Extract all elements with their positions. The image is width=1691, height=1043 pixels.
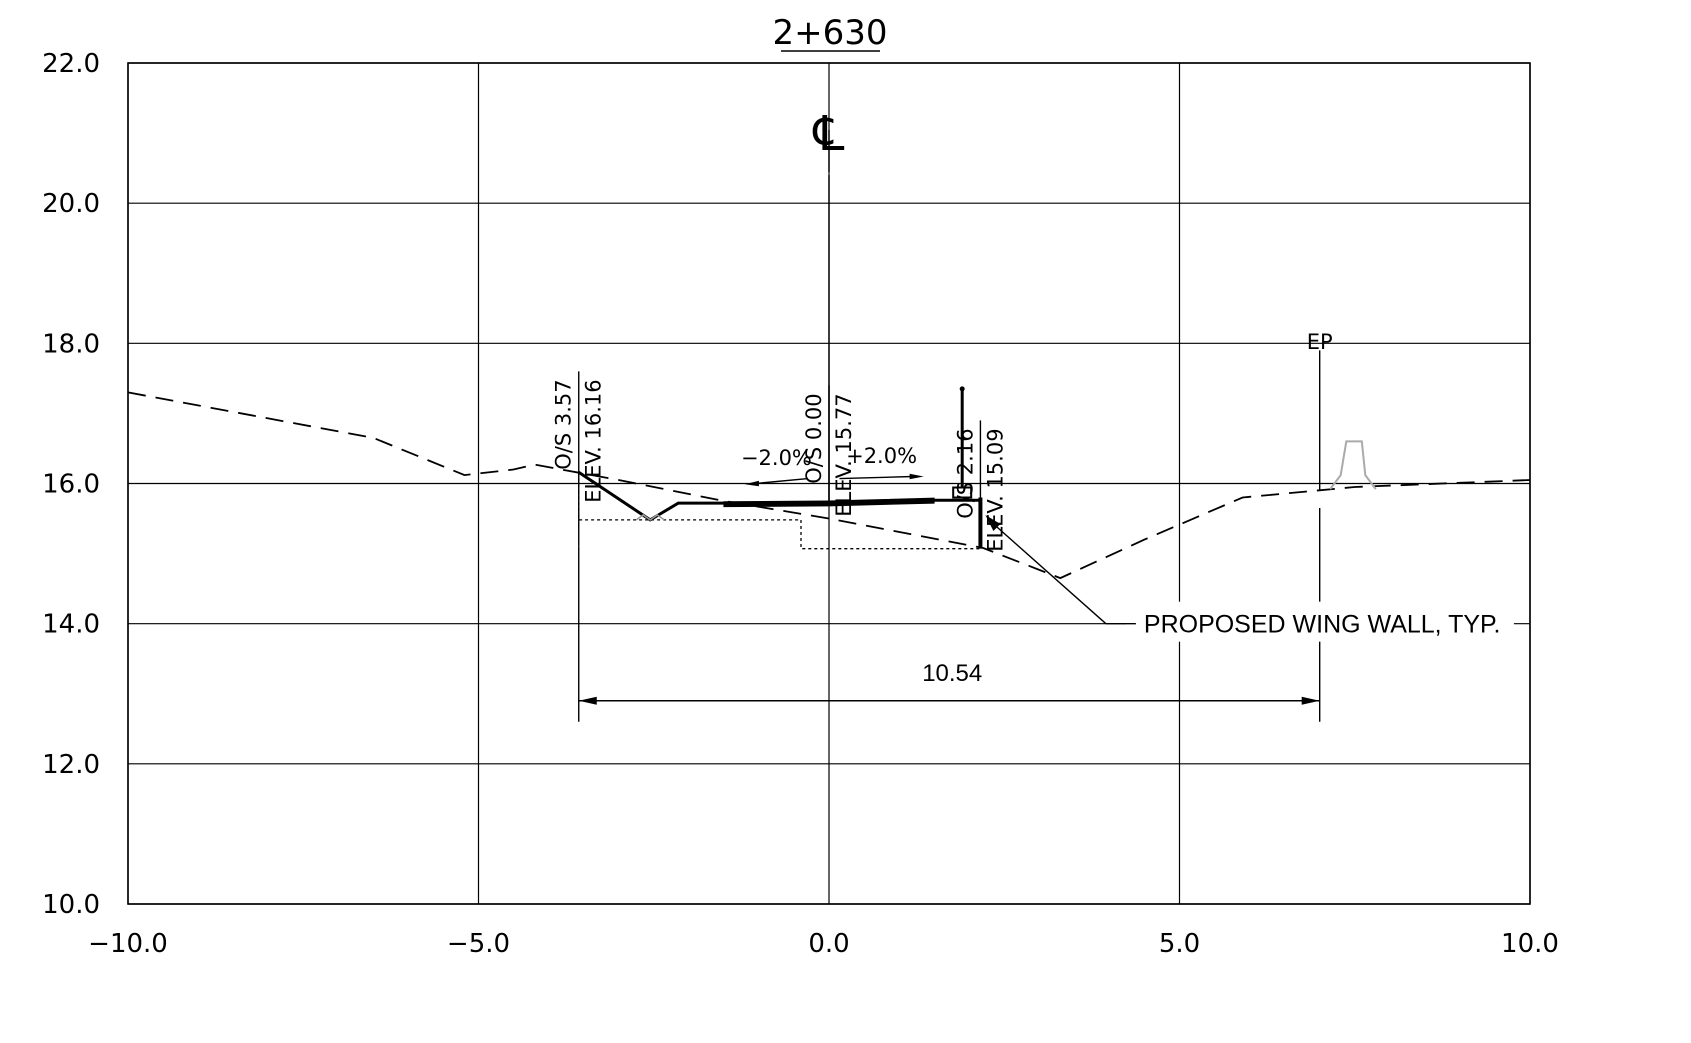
y-tick-label: 10.0	[42, 890, 100, 920]
y-tick-label: 14.0	[42, 610, 100, 640]
centerline-icon: ℄	[813, 106, 845, 162]
x-tick-label: 5.0	[1159, 929, 1200, 959]
y-tick-label: 12.0	[42, 750, 100, 780]
offset-label: O/S 2.16	[953, 428, 977, 518]
slope-arrow-right	[839, 475, 914, 480]
annotations: O/S 3.57 ELEV. 16.16 O/S 0.00 ELEV. 15.77 O/…	[552, 330, 1514, 705]
callout-leader	[991, 522, 1107, 625]
slope-arrow-left	[755, 477, 809, 485]
y-tick-label: 22.0	[42, 49, 100, 79]
slope-arrowhead-right	[909, 473, 924, 480]
axis-tick-labels: −10.0 −5.0 0.0 5.0 10.0 10.0 12.0 14.0 16.0 18.0 2…	[42, 49, 1559, 959]
elevation-label: ELEV. 15.09	[983, 428, 1007, 551]
plot-frame	[127, 62, 1531, 905]
x-tick-label: −10.0	[88, 929, 168, 959]
slope-label: +2.0%	[846, 444, 917, 468]
elevation-label: ELEV. 16.16	[582, 379, 606, 502]
elevation-label: ELEV. 15.77	[832, 393, 856, 516]
section-title: 2+630	[772, 13, 887, 53]
x-tick-label: 10.0	[1501, 929, 1559, 959]
offset-label: O/S 3.57	[552, 379, 576, 469]
x-tick-label: −5.0	[447, 929, 510, 959]
section-geometry	[127, 130, 1531, 722]
offset-label: O/S 0.00	[802, 393, 826, 483]
dimension-value: 10.54	[922, 660, 982, 687]
ditch-gravel-mark	[635, 514, 665, 521]
x-tick-label: 0.0	[808, 929, 849, 959]
concrete-barrier	[1329, 440, 1377, 490]
slope-label: −2.0%	[741, 446, 812, 470]
slope-arrowhead-left	[744, 480, 759, 487]
y-tick-label: 18.0	[42, 329, 100, 359]
dimension-arrow-right	[1301, 696, 1320, 705]
callout-arrowhead	[985, 515, 1001, 532]
ep-label: EP	[1307, 330, 1333, 354]
railing-top	[959, 386, 965, 392]
callout-background	[1125, 601, 1514, 642]
proposed-profile-line	[577, 471, 981, 522]
callout-text: PROPOSED WING WALL, TYP.	[1144, 611, 1501, 639]
y-tick-label: 16.0	[42, 470, 100, 500]
dimension-arrow-left	[578, 696, 597, 705]
y-tick-label: 20.0	[42, 189, 100, 219]
